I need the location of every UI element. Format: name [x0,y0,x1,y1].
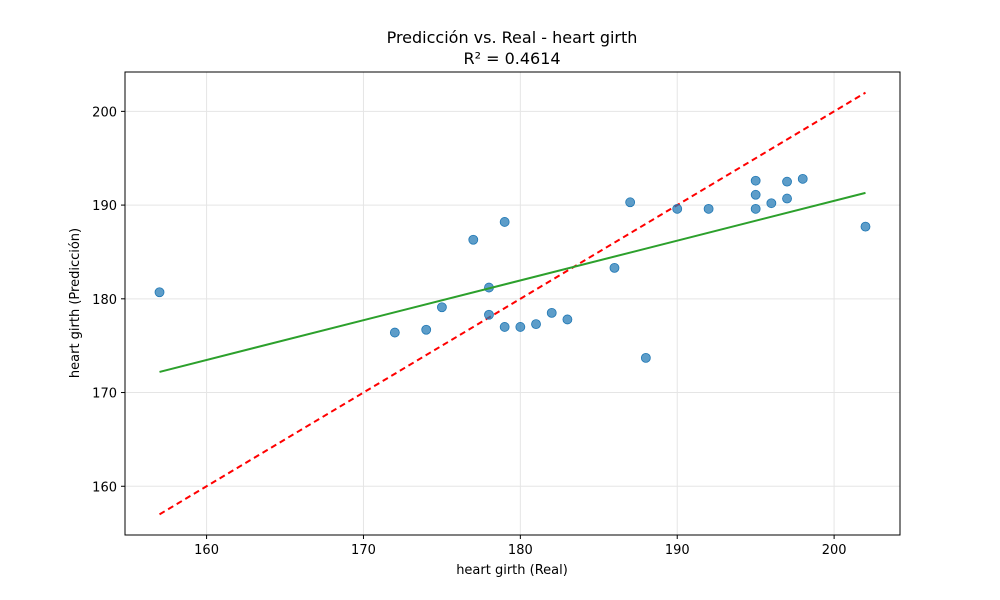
fit-line-layer [159,191,866,373]
fit-line [159,191,866,373]
chart-subtitle: R² = 0.4614 [463,49,560,68]
data-point [468,234,479,245]
data-point [154,287,165,298]
data-point [860,221,871,232]
y-tick-label: 170 [92,387,117,402]
data-point [515,322,526,332]
x-tick-label: 190 [665,543,690,558]
points-layer [154,173,871,363]
y-tick-label: 200 [92,105,117,120]
data-point [484,309,494,320]
x-tick-label: 160 [194,543,219,558]
data-point [766,198,777,209]
ideal-line [159,91,866,516]
data-point [750,203,761,214]
chart-title: Predicción vs. Real - heart girth [387,28,638,47]
data-point [750,175,761,186]
data-point [782,176,792,187]
data-point [703,203,714,214]
x-axis-label: heart girth (Real) [456,563,568,578]
plot-frame [124,71,901,536]
y-tick-label: 160 [92,480,117,495]
data-point [531,319,541,330]
data-point [421,324,432,335]
data-point [437,302,447,313]
data-point [499,217,510,227]
data-point [672,203,683,214]
y-tick-label: 190 [92,199,117,214]
x-tick-label: 200 [822,543,847,558]
y-axis-label: heart girth (Predicción) [68,228,83,378]
data-point [625,197,636,208]
ideal-line-layer [159,91,866,516]
data-point [389,327,400,338]
data-point [750,189,761,200]
data-point [640,352,651,363]
data-point [499,322,510,332]
x-axis-ticks: 160 170 180 190 200 [194,535,847,558]
data-point [609,262,620,273]
data-point [546,307,557,318]
data-point [797,173,808,184]
y-tick-label: 180 [92,293,117,308]
x-tick-label: 180 [508,543,533,558]
x-tick-label: 170 [351,543,376,558]
y-axis-ticks: 160 170 180 190 200 [92,105,125,495]
data-point [782,193,792,204]
data-point [562,314,573,325]
